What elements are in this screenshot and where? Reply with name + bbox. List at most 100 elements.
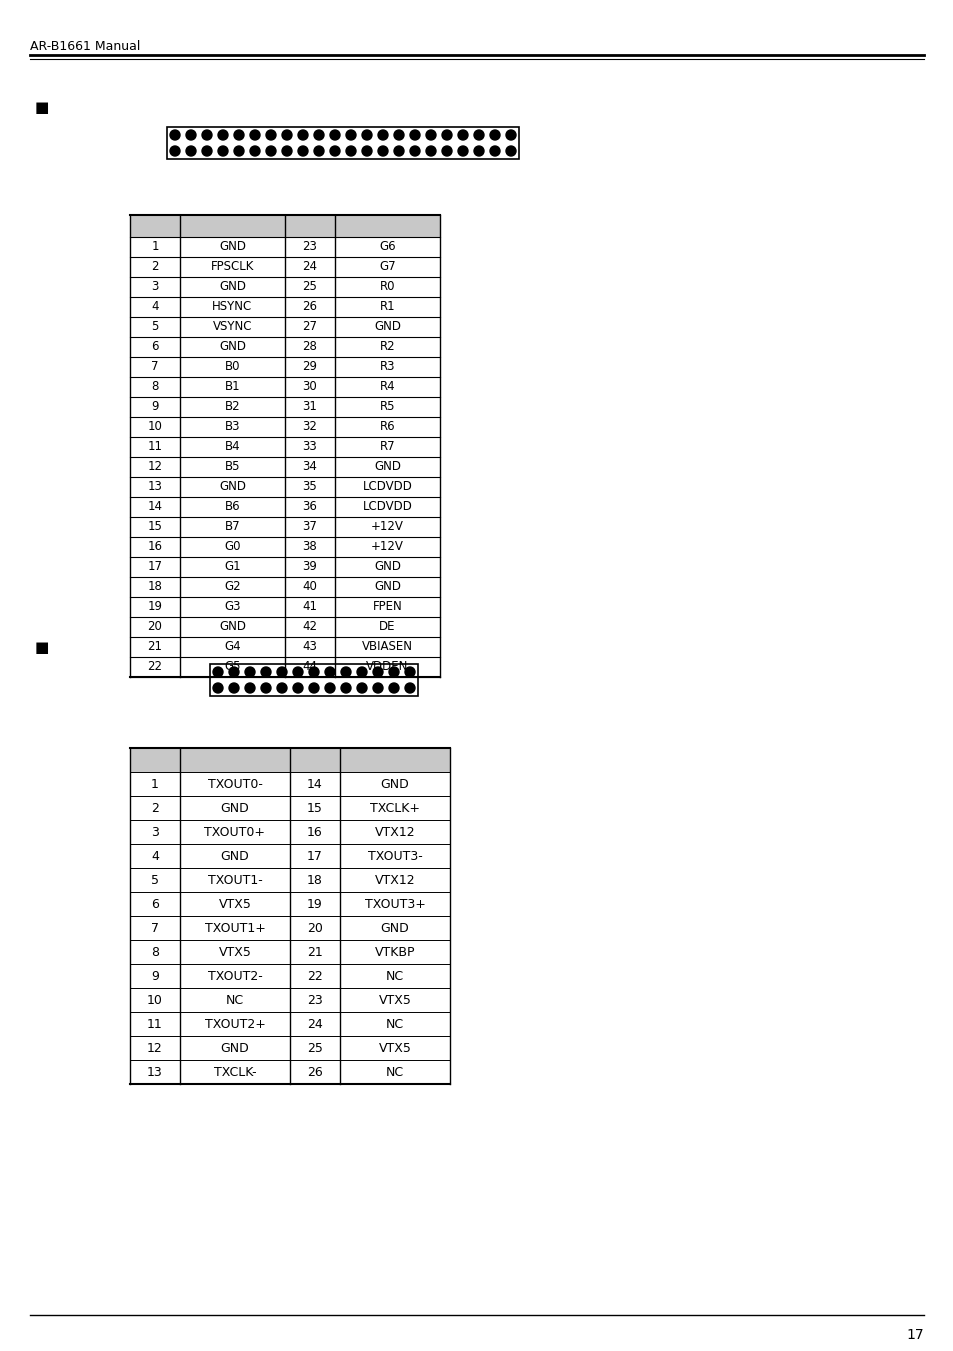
Text: G2: G2 xyxy=(224,581,240,593)
Text: 1: 1 xyxy=(152,240,158,254)
Text: GND: GND xyxy=(219,240,246,254)
Circle shape xyxy=(330,146,339,155)
Text: NC: NC xyxy=(386,1017,404,1031)
Text: TXOUT1+: TXOUT1+ xyxy=(204,921,265,935)
Text: GND: GND xyxy=(374,581,400,593)
Text: 14: 14 xyxy=(307,777,322,790)
Text: 10: 10 xyxy=(148,420,162,434)
Text: 25: 25 xyxy=(302,281,317,293)
Text: LCDVDD: LCDVDD xyxy=(362,481,412,493)
Text: 26: 26 xyxy=(307,1066,322,1078)
Text: G0: G0 xyxy=(224,540,240,554)
Text: R2: R2 xyxy=(379,340,395,354)
Text: VTX5: VTX5 xyxy=(378,993,411,1006)
Circle shape xyxy=(293,684,303,693)
Text: 6: 6 xyxy=(151,897,159,911)
Circle shape xyxy=(202,130,212,141)
Text: 15: 15 xyxy=(307,801,323,815)
Text: 18: 18 xyxy=(148,581,162,593)
Circle shape xyxy=(218,130,228,141)
Text: VSYNC: VSYNC xyxy=(213,320,252,334)
Circle shape xyxy=(309,667,318,677)
Circle shape xyxy=(441,146,452,155)
Circle shape xyxy=(314,130,324,141)
Circle shape xyxy=(309,684,318,693)
Text: VTX5: VTX5 xyxy=(218,946,252,958)
Text: FPSCLK: FPSCLK xyxy=(211,261,253,273)
Circle shape xyxy=(361,146,372,155)
Text: 33: 33 xyxy=(302,440,317,454)
Circle shape xyxy=(245,684,254,693)
Text: HSYNC: HSYNC xyxy=(213,300,253,313)
Text: NC: NC xyxy=(386,970,404,982)
Circle shape xyxy=(245,667,254,677)
Circle shape xyxy=(410,130,419,141)
Text: G5: G5 xyxy=(224,661,240,674)
Text: VBIASEN: VBIASEN xyxy=(361,640,413,654)
Text: ■: ■ xyxy=(35,640,50,655)
Circle shape xyxy=(261,667,271,677)
Text: TXOUT2+: TXOUT2+ xyxy=(204,1017,265,1031)
Text: 38: 38 xyxy=(302,540,317,554)
Text: TXOUT3+: TXOUT3+ xyxy=(364,897,425,911)
Circle shape xyxy=(505,146,516,155)
Circle shape xyxy=(266,130,275,141)
Text: 5: 5 xyxy=(151,874,159,886)
Text: 5: 5 xyxy=(152,320,158,334)
Text: 7: 7 xyxy=(152,361,158,373)
Text: 15: 15 xyxy=(148,520,162,534)
Text: 39: 39 xyxy=(302,561,317,574)
Text: GND: GND xyxy=(380,921,409,935)
Text: 10: 10 xyxy=(147,993,163,1006)
Text: TXCLK-: TXCLK- xyxy=(213,1066,256,1078)
Circle shape xyxy=(505,130,516,141)
Text: 2: 2 xyxy=(152,261,158,273)
Text: 21: 21 xyxy=(148,640,162,654)
Text: GND: GND xyxy=(374,461,400,473)
Text: 13: 13 xyxy=(147,1066,163,1078)
Text: DE: DE xyxy=(379,620,395,634)
Circle shape xyxy=(405,684,415,693)
Text: GND: GND xyxy=(220,1042,249,1055)
Text: R6: R6 xyxy=(379,420,395,434)
Text: 11: 11 xyxy=(147,1017,163,1031)
Circle shape xyxy=(282,130,292,141)
Text: GND: GND xyxy=(374,561,400,574)
Text: 20: 20 xyxy=(307,921,323,935)
Text: 17: 17 xyxy=(148,561,162,574)
Circle shape xyxy=(276,684,287,693)
Text: 22: 22 xyxy=(148,661,162,674)
Text: 3: 3 xyxy=(151,825,159,839)
Text: 3: 3 xyxy=(152,281,158,293)
Bar xyxy=(130,215,439,236)
Text: 22: 22 xyxy=(307,970,322,982)
Text: 14: 14 xyxy=(148,500,162,513)
Text: R7: R7 xyxy=(379,440,395,454)
Circle shape xyxy=(361,130,372,141)
Text: 1: 1 xyxy=(151,777,159,790)
Circle shape xyxy=(297,146,308,155)
Text: 19: 19 xyxy=(148,600,162,613)
Circle shape xyxy=(186,130,195,141)
Circle shape xyxy=(233,130,244,141)
Text: 24: 24 xyxy=(302,261,317,273)
Text: 4: 4 xyxy=(152,300,158,313)
Text: G7: G7 xyxy=(378,261,395,273)
Circle shape xyxy=(389,684,398,693)
Circle shape xyxy=(389,667,398,677)
Bar xyxy=(167,127,518,159)
Text: B1: B1 xyxy=(225,381,240,393)
Circle shape xyxy=(293,667,303,677)
Circle shape xyxy=(213,667,223,677)
Text: B6: B6 xyxy=(225,500,240,513)
Text: G1: G1 xyxy=(224,561,240,574)
Text: +12V: +12V xyxy=(371,540,403,554)
Text: 34: 34 xyxy=(302,461,317,473)
Circle shape xyxy=(266,146,275,155)
Text: VTX12: VTX12 xyxy=(375,825,415,839)
Circle shape xyxy=(405,667,415,677)
Text: 41: 41 xyxy=(302,600,317,613)
Text: 17: 17 xyxy=(307,850,323,862)
Text: 17: 17 xyxy=(905,1328,923,1342)
Circle shape xyxy=(377,146,388,155)
